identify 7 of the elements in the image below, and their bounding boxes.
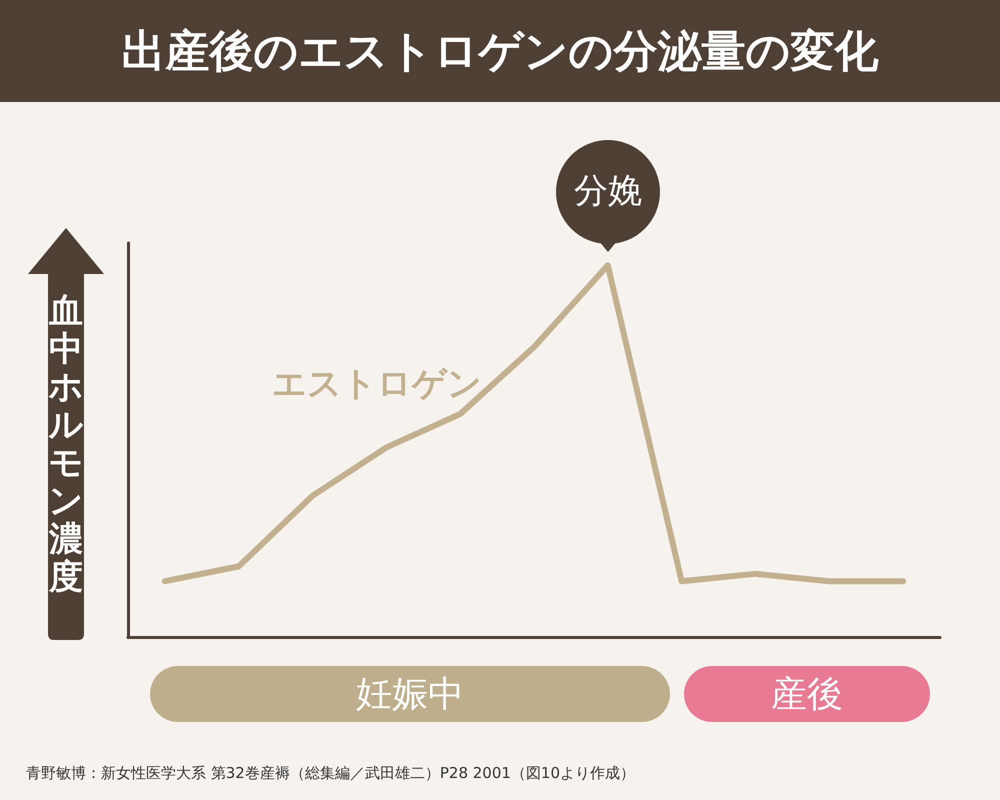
text: 産後 bbox=[684, 666, 930, 722]
y-axis-title: 血中ホルモン濃度 bbox=[48, 291, 84, 597]
annotation: 分娩 bbox=[572, 170, 643, 214]
series-label: エストロゲン bbox=[272, 362, 482, 406]
chart-title: 出産後のエストロゲンの分泌量の変化 bbox=[0, 0, 1000, 102]
text: 妊娠中 bbox=[150, 666, 670, 722]
text: 青野敏博：新女性医学大系 第32巻産褥（総集編／武田雄二）P28 2001（図10より作成） bbox=[26, 764, 636, 783]
